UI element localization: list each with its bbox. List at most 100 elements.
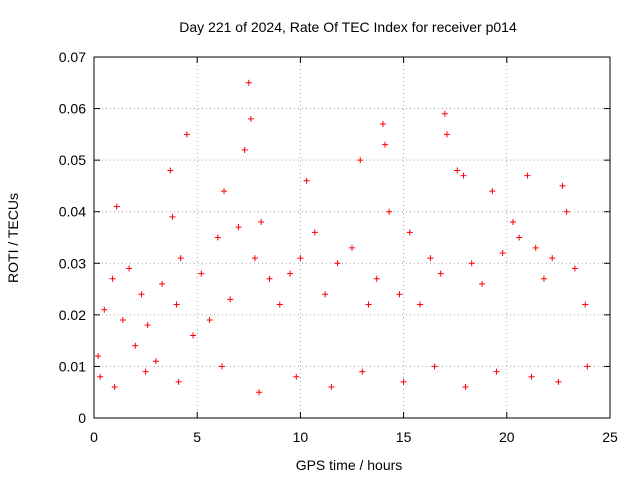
- y-tick-label: 0.07: [59, 49, 86, 65]
- data-point: [297, 255, 304, 262]
- data-point: [169, 213, 176, 220]
- data-point: [516, 234, 523, 241]
- data-point: [406, 229, 413, 236]
- data-point: [258, 219, 265, 226]
- y-tick-label: 0.02: [59, 307, 86, 323]
- data-point: [382, 141, 389, 148]
- data-point: [582, 301, 589, 308]
- data-point: [276, 301, 283, 308]
- y-tick-label: 0.06: [59, 101, 86, 117]
- data-point: [427, 255, 434, 262]
- data-point: [493, 368, 500, 375]
- data-point: [97, 373, 104, 380]
- data-point: [311, 229, 318, 236]
- data-point: [109, 275, 116, 282]
- data-point: [357, 157, 364, 164]
- data-point: [214, 234, 221, 241]
- data-point: [175, 378, 182, 385]
- data-point: [509, 219, 516, 226]
- data-point: [468, 260, 475, 267]
- data-point: [528, 373, 535, 380]
- data-point: [559, 182, 566, 189]
- x-tick-labels: 0 5 10 15 20 25: [90, 429, 618, 445]
- data-point: [235, 224, 242, 231]
- y-axis-label: ROTI / TECUs: [5, 193, 21, 283]
- data-point: [111, 384, 118, 391]
- data-point: [206, 317, 213, 324]
- data-point: [386, 208, 393, 215]
- data-point: [334, 260, 341, 267]
- y-tick-label: 0.03: [59, 255, 86, 271]
- data-point: [359, 368, 366, 375]
- data-point: [441, 110, 448, 117]
- data-point: [443, 131, 450, 138]
- data-point: [173, 301, 180, 308]
- data-points: [95, 79, 591, 396]
- data-point: [198, 270, 205, 277]
- x-axis-label: GPS time / hours: [296, 457, 403, 473]
- data-point: [256, 389, 263, 396]
- data-point: [190, 332, 197, 339]
- data-point: [218, 363, 225, 370]
- data-point: [126, 265, 133, 272]
- data-point: [322, 291, 329, 298]
- data-point: [221, 188, 228, 195]
- data-point: [400, 378, 407, 385]
- data-point: [437, 270, 444, 277]
- data-point: [524, 172, 531, 179]
- y-tick-label: 0.04: [59, 204, 86, 220]
- data-point: [365, 301, 372, 308]
- data-point: [431, 363, 438, 370]
- data-point: [183, 131, 190, 138]
- plot-frame: [93, 56, 611, 419]
- data-point: [532, 244, 539, 251]
- data-point: [584, 363, 591, 370]
- data-point: [460, 172, 467, 179]
- y-tick-labels: 0 0.01 0.02 0.03 0.04 0.05 0.06 0.07: [59, 49, 86, 426]
- data-point: [540, 275, 547, 282]
- data-point: [287, 270, 294, 277]
- data-point: [479, 280, 486, 287]
- data-point: [113, 203, 120, 210]
- data-point: [159, 280, 166, 287]
- x-tick-label: 25: [602, 429, 618, 445]
- chart-title: Day 221 of 2024, Rate Of TEC Index for r…: [179, 19, 517, 35]
- x-tick-label: 10: [293, 429, 309, 445]
- y-tick-label: 0: [78, 410, 86, 426]
- data-point: [251, 255, 258, 262]
- grid-lines: [94, 57, 610, 418]
- data-point: [245, 79, 252, 86]
- data-point: [328, 384, 335, 391]
- data-point: [241, 146, 248, 153]
- data-point: [462, 384, 469, 391]
- data-point: [167, 167, 174, 174]
- data-point: [177, 255, 184, 262]
- data-point: [303, 177, 310, 184]
- data-point: [349, 244, 355, 251]
- axis-ticks: [93, 56, 611, 419]
- data-point: [454, 167, 461, 174]
- data-point: [373, 275, 380, 282]
- x-tick-label: 20: [499, 429, 515, 445]
- data-point: [293, 373, 300, 380]
- data-point: [379, 121, 386, 128]
- x-tick-label: 15: [396, 429, 412, 445]
- data-point: [563, 208, 570, 215]
- data-point: [95, 353, 102, 360]
- data-point: [119, 317, 126, 324]
- data-point: [138, 291, 145, 298]
- data-point: [132, 342, 139, 349]
- x-tick-label: 0: [90, 429, 98, 445]
- data-point: [247, 115, 254, 122]
- data-point: [142, 368, 149, 375]
- data-point: [266, 275, 273, 282]
- data-point: [101, 306, 108, 313]
- data-point: [417, 301, 424, 308]
- data-point: [227, 296, 234, 303]
- x-tick-label: 5: [193, 429, 201, 445]
- y-tick-label: 0.01: [59, 358, 86, 374]
- data-point: [489, 188, 496, 195]
- data-point: [571, 265, 578, 272]
- data-point: [152, 358, 159, 365]
